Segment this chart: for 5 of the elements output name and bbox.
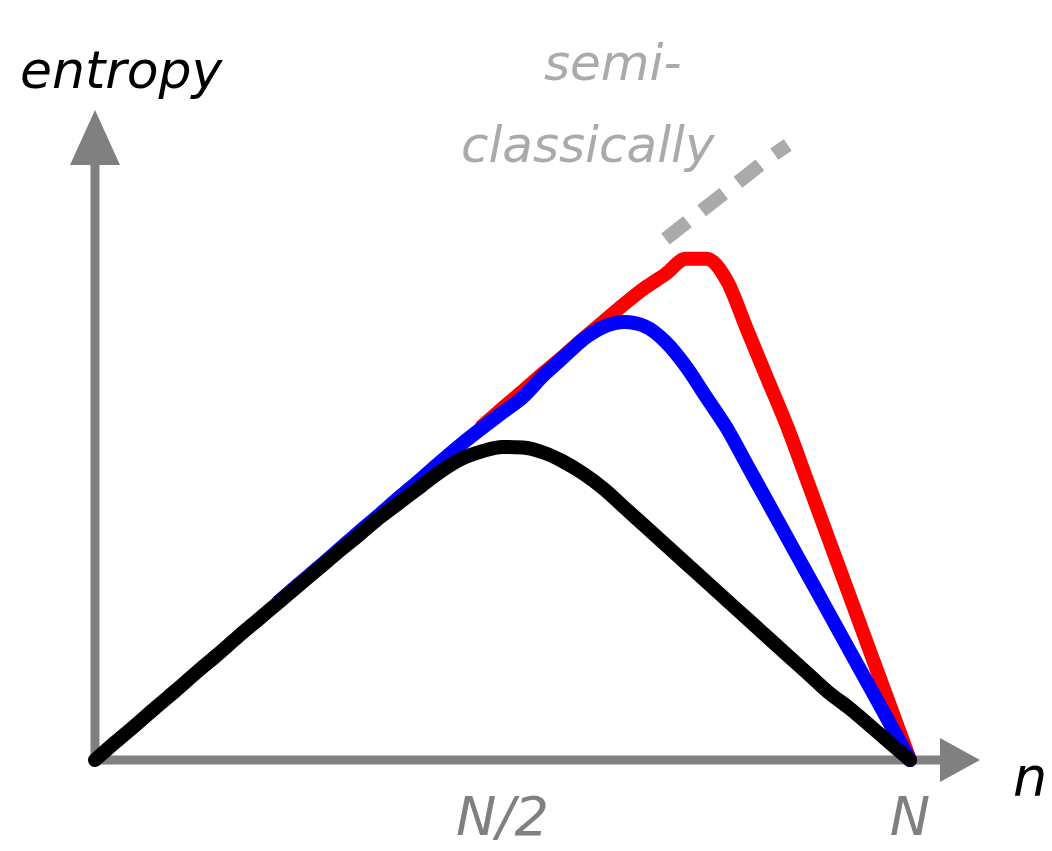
x-axis-title: n bbox=[1012, 745, 1048, 808]
series-label: semi-classically bbox=[460, 34, 716, 174]
y-axis-title: entropy bbox=[20, 40, 224, 100]
x-tick-label: N/2 bbox=[456, 785, 549, 848]
x-tick-label: N bbox=[889, 785, 931, 848]
